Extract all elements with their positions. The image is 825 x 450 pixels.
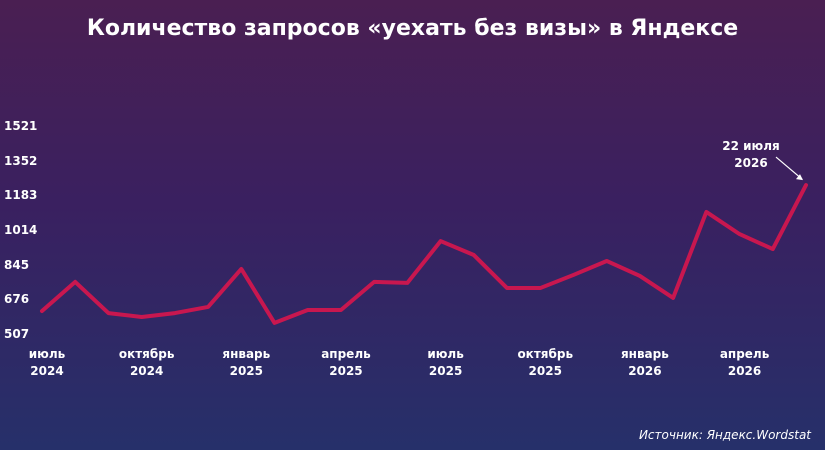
y-tick-label: 507	[4, 327, 30, 341]
x-tick-label: январь 2026	[620, 347, 669, 378]
y-tick-label: 1183	[4, 188, 38, 203]
x-tick-label: июль 2024	[28, 347, 66, 378]
x-tick-label: апрель 2026	[719, 347, 770, 378]
x-tick-label: октябрь 2025	[517, 347, 574, 378]
y-tick-label: 676	[4, 292, 30, 307]
y-tick-label: 1521	[4, 119, 38, 133]
y-tick-label: 845	[4, 257, 30, 272]
y-tick-label: 1352	[4, 153, 38, 168]
chart-title: Количество запросов «уехать без визы» в …	[86, 16, 739, 41]
source: Источник: Яндекс.Wordstat	[638, 428, 811, 442]
x-tick-label: апрель 2025	[321, 347, 371, 378]
annotation-arrow	[775, 156, 803, 180]
annotation: 22 июля 2026	[722, 139, 780, 170]
arrow-head	[796, 174, 803, 181]
data-line	[40, 183, 808, 325]
x-tick-label: январь 2025	[222, 347, 271, 378]
x-tick-label: июль 2025	[427, 347, 464, 378]
y-tick-label: 1014	[4, 223, 38, 237]
x-tick-label: октябрь 2024	[118, 347, 175, 378]
